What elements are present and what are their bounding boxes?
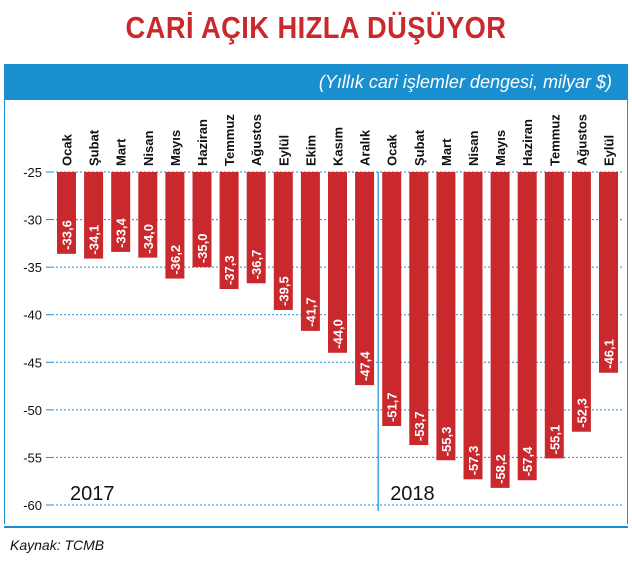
y-tick-label: -55 [23,450,42,465]
source-text: Kaynak: TCMB [10,537,105,553]
value-label: -41,7 [303,297,318,327]
y-tick-label: -50 [23,403,42,418]
month-label: Haziran [520,119,535,166]
bar [436,172,456,461]
month-label: Şubat [87,129,102,166]
y-tick-label: -30 [23,213,42,228]
value-label: -47,4 [358,351,373,381]
bar [328,172,347,353]
bar [219,172,239,290]
value-label: -35,0 [195,234,210,264]
value-label: -34,0 [141,224,156,254]
month-label: Eylül [602,135,617,166]
month-label: Temmuz [222,114,237,166]
month-label: Nisan [466,131,481,166]
chart-frame [4,100,628,524]
value-label: -36,7 [249,250,264,280]
value-label: -34,1 [87,225,102,255]
y-tick-label: -60 [23,498,42,513]
month-label: Eylül [276,135,291,166]
y-tick-label: -35 [23,260,42,275]
y-tick-label: -40 [23,308,42,323]
month-label: Mart [114,138,129,166]
month-label: Mayıs [168,130,183,166]
bar [544,172,564,459]
value-label: -55,3 [439,427,454,457]
subtitle-banner: (Yıllık cari işlemler dengesi, milyar $) [4,64,628,100]
chart-subtitle: (Yıllık cari işlemler dengesi, milyar $) [318,72,612,92]
year-label-2018: 2018 [390,483,435,505]
value-label: -33,6 [60,220,75,250]
month-label: Şubat [412,129,427,166]
bar [192,172,212,268]
value-label: -57,3 [466,446,481,476]
month-label: Nisan [141,131,156,166]
bar [246,172,266,284]
value-label: -58,2 [493,454,508,484]
value-label: -55,1 [547,425,562,455]
month-label: Ağustos [249,114,264,166]
year-label-2017: 2017 [70,483,115,505]
bar [463,172,483,480]
bar [300,172,320,331]
y-tick-label: -45 [23,355,42,370]
chart-title: CARİ AÇIK HIZLA DÜŞÜYOR [125,10,507,45]
month-label: Ekim [303,135,318,166]
bar [165,172,185,279]
bar [599,172,618,373]
source-footer: Kaynak: TCMB [4,526,628,564]
bar [490,172,510,488]
value-label: -53,7 [412,411,427,441]
month-label: Kasım [331,127,346,166]
y-tick-label: -25 [23,165,42,180]
month-label: Ocak [60,133,75,166]
value-label: -46,1 [602,339,617,369]
bar [138,172,158,258]
value-label: -52,3 [574,398,589,428]
value-label: -33,4 [114,218,129,248]
month-label: Temmuz [547,114,562,166]
value-label: -57,4 [520,446,535,476]
bar [111,172,131,252]
month-label: Ağustos [574,114,589,166]
month-label: Haziran [195,119,210,166]
value-label: -44,0 [331,319,346,349]
bar [409,172,429,446]
bar [571,172,591,432]
value-label: -51,7 [385,392,400,422]
value-label: -36,2 [168,245,183,275]
bar [273,172,293,310]
bar [355,172,375,386]
bar [84,172,104,259]
bar [517,172,537,481]
value-label: -37,3 [222,255,237,285]
value-label: -39,5 [276,276,291,306]
month-label: Mayıs [493,130,508,166]
month-label: Aralık [358,129,373,166]
bar [57,172,76,254]
month-label: Ocak [385,133,400,166]
month-label: Mart [439,138,454,166]
bar [382,172,402,427]
